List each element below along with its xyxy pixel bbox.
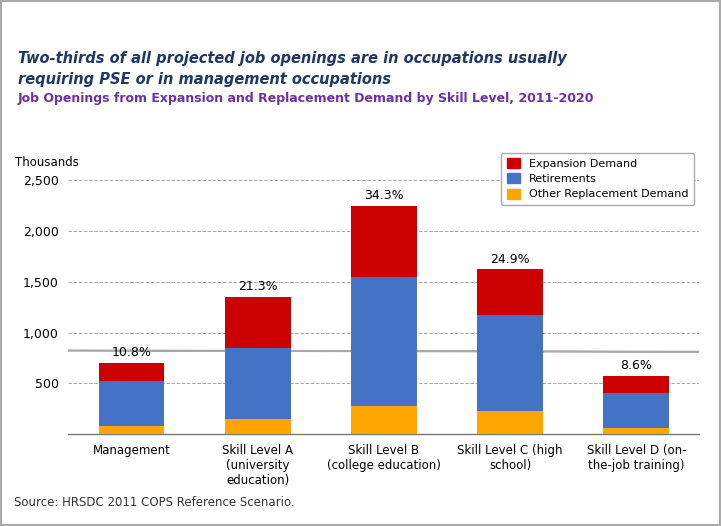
Ellipse shape bbox=[0, 267, 721, 434]
Text: 34.3%: 34.3% bbox=[364, 189, 404, 202]
Bar bbox=[225, 297, 291, 348]
Bar bbox=[477, 315, 543, 411]
Bar bbox=[603, 428, 669, 434]
Bar bbox=[99, 427, 164, 434]
Bar bbox=[99, 381, 164, 427]
Bar bbox=[225, 348, 291, 419]
Bar bbox=[225, 419, 291, 434]
Bar bbox=[477, 411, 543, 434]
Text: 21.3%: 21.3% bbox=[238, 280, 278, 294]
Text: 24.9%: 24.9% bbox=[490, 252, 530, 266]
Text: Job Openings from Expansion and Replacement Demand by Skill Level, 2011-2020: Job Openings from Expansion and Replacem… bbox=[18, 92, 595, 105]
Bar bbox=[603, 376, 669, 393]
Text: 10.8%: 10.8% bbox=[112, 347, 151, 359]
Bar bbox=[477, 269, 543, 315]
Bar bbox=[351, 277, 417, 406]
Text: Job Openings: Job Openings bbox=[14, 26, 128, 42]
Text: Source: HRSDC 2011 COPS Reference Scenario.: Source: HRSDC 2011 COPS Reference Scenar… bbox=[14, 496, 295, 509]
Bar bbox=[603, 393, 669, 428]
Bar bbox=[351, 206, 417, 277]
Bar bbox=[99, 363, 164, 381]
Text: 8.6%: 8.6% bbox=[620, 359, 653, 372]
Text: Thousands: Thousands bbox=[15, 156, 79, 169]
Text: requiring PSE or in management occupations: requiring PSE or in management occupatio… bbox=[18, 72, 391, 87]
Text: Two-thirds of all projected job openings are in occupations usually: Two-thirds of all projected job openings… bbox=[18, 50, 567, 66]
Legend: Expansion Demand, Retirements, Other Replacement Demand: Expansion Demand, Retirements, Other Rep… bbox=[501, 153, 694, 205]
Bar bbox=[351, 406, 417, 434]
